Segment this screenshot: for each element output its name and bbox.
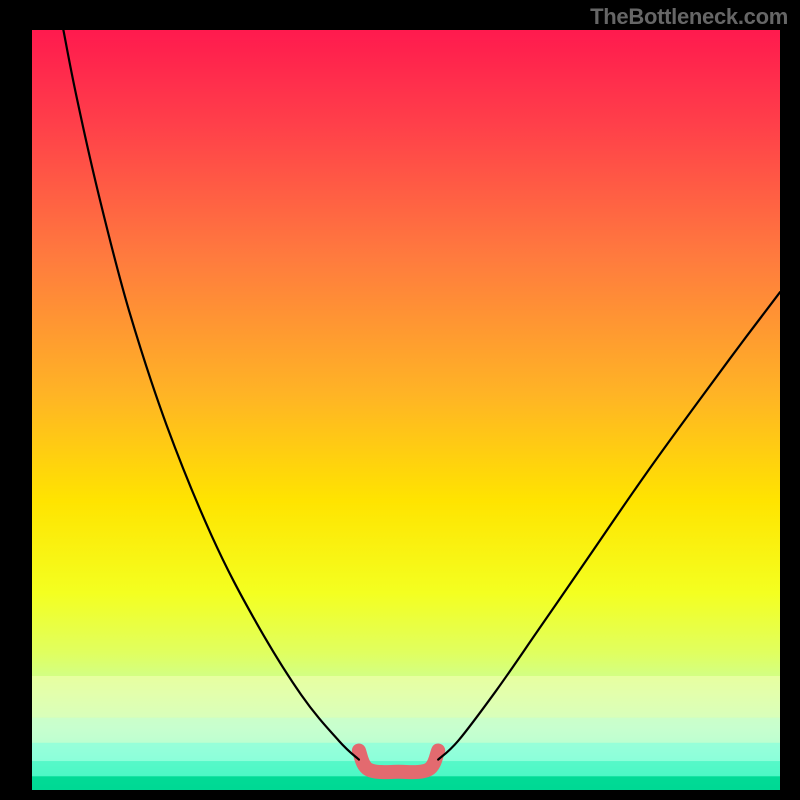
band-0 — [32, 676, 780, 718]
chart-frame: TheBottleneck.com — [0, 0, 800, 800]
band-2 — [32, 743, 780, 761]
watermark-text: TheBottleneck.com — [590, 4, 788, 30]
bottleneck-chart — [0, 0, 800, 800]
band-1 — [32, 718, 780, 743]
